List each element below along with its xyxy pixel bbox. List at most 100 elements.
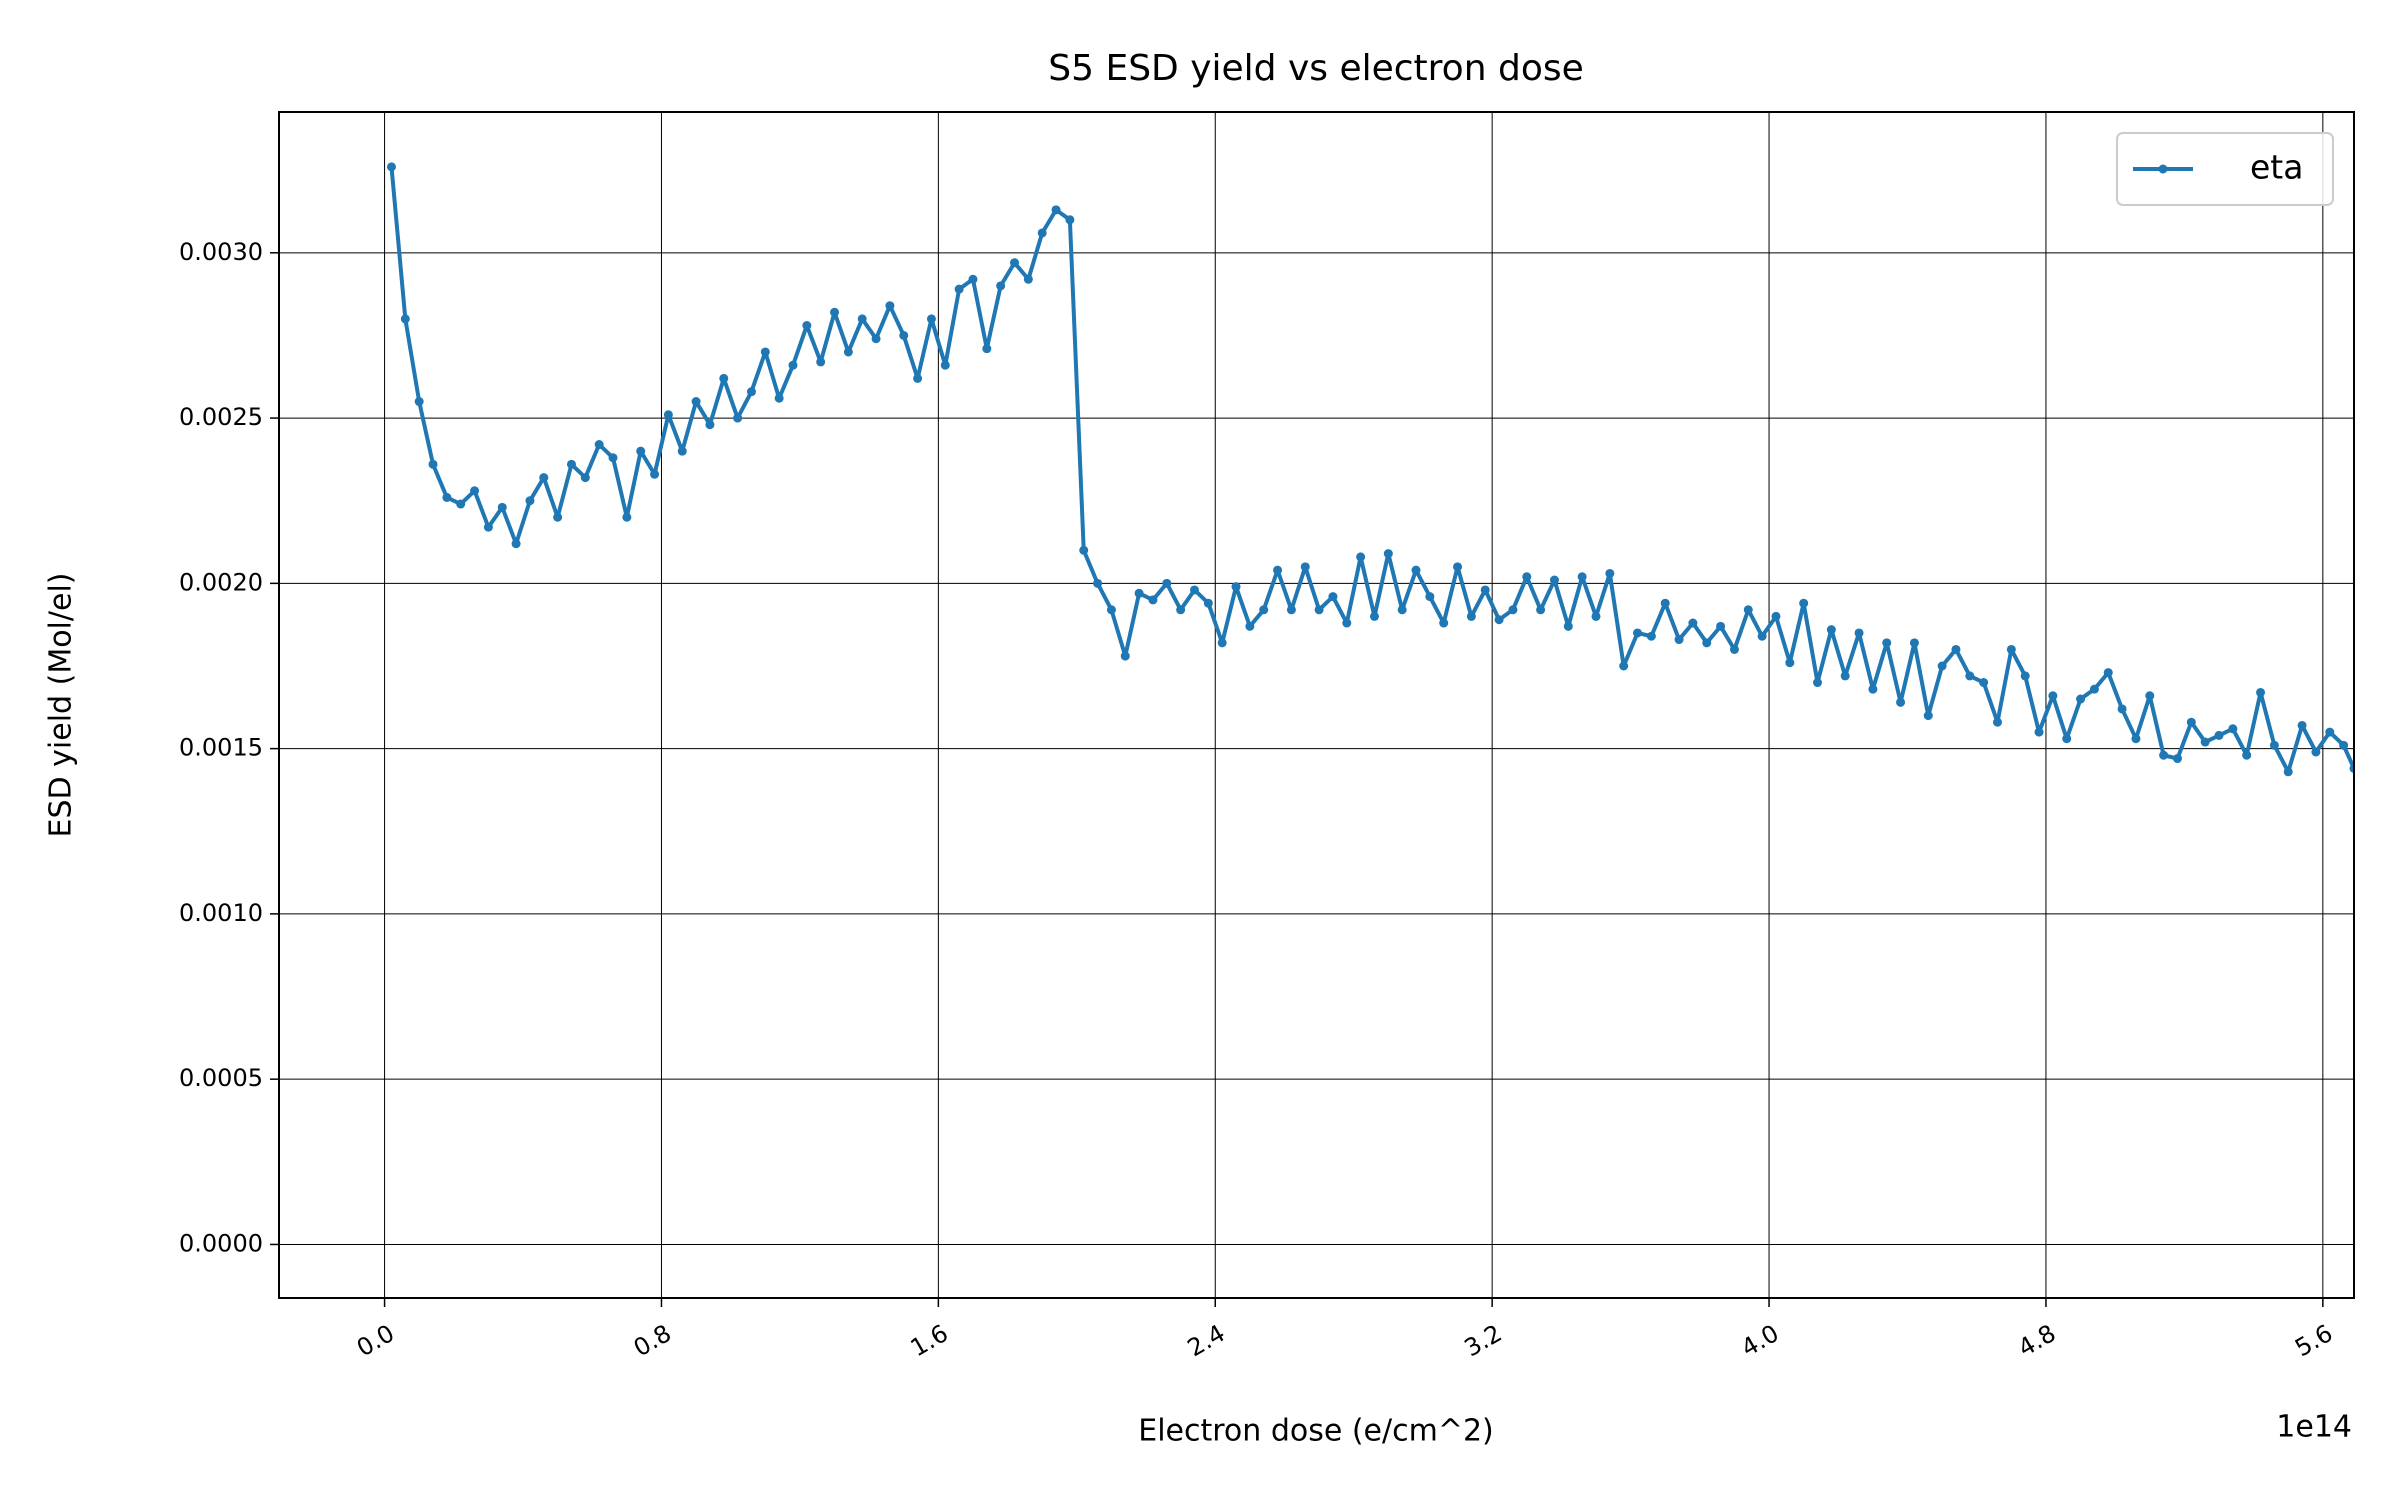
data-point <box>1120 651 1130 661</box>
data-point <box>497 502 507 512</box>
data-point <box>1702 638 1712 648</box>
data-point <box>871 334 881 344</box>
data-point <box>2269 740 2279 750</box>
data-point <box>1619 661 1629 671</box>
data-point <box>1010 258 1020 268</box>
data-point <box>1383 549 1393 559</box>
data-point <box>428 459 438 469</box>
data-point <box>677 446 687 456</box>
data-point <box>1037 228 1047 238</box>
data-point <box>1591 611 1601 621</box>
data-point <box>2131 734 2141 744</box>
y-tick-label: 0.0030 <box>179 238 263 266</box>
data-point <box>2297 720 2307 730</box>
data-point <box>733 413 743 423</box>
data-point <box>1937 661 1947 671</box>
data-point <box>2062 734 2072 744</box>
data-point <box>2242 750 2252 760</box>
data-point <box>2256 687 2266 697</box>
data-point <box>1605 568 1615 578</box>
data-point <box>1508 605 1518 615</box>
data-point <box>1369 611 1379 621</box>
data-point <box>2214 730 2224 740</box>
data-point <box>1688 618 1698 628</box>
data-point <box>2089 684 2099 694</box>
data-point <box>1799 598 1809 608</box>
data-point <box>1314 605 1324 615</box>
y-tick-label: 0.0015 <box>179 734 263 762</box>
data-point <box>1536 605 1546 615</box>
y-tick-label: 0.0025 <box>179 403 263 431</box>
data-point <box>1093 578 1103 588</box>
data-point <box>663 410 673 420</box>
data-point <box>1771 611 1781 621</box>
data-point <box>650 469 660 479</box>
data-point <box>622 512 632 522</box>
grid <box>279 112 2354 1298</box>
data-point <box>566 459 576 469</box>
y-tick-label: 0.0010 <box>179 899 263 927</box>
data-point <box>1813 678 1823 688</box>
data-point <box>1854 628 1864 638</box>
data-point <box>1674 635 1684 645</box>
data-point <box>1743 605 1753 615</box>
legend-box <box>2116 132 2334 206</box>
data-point <box>1106 605 1116 615</box>
data-point <box>885 301 895 311</box>
data-point <box>1397 605 1407 615</box>
data-point <box>816 357 826 367</box>
data-point <box>456 499 466 509</box>
data-point <box>1549 575 1559 585</box>
data-point <box>1176 605 1186 615</box>
data-point <box>1328 592 1338 602</box>
data-point <box>2034 727 2044 737</box>
data-point <box>857 314 867 324</box>
data-point <box>1245 621 1255 631</box>
y-tick-label: 0.0000 <box>179 1229 263 1257</box>
data-point <box>1162 578 1172 588</box>
y-axis-label: ESD yield (Mol/el) <box>44 573 79 838</box>
data-point <box>1273 565 1283 575</box>
data-point <box>1909 638 1919 648</box>
data-point <box>1840 671 1850 681</box>
data-point <box>1923 711 1933 721</box>
data-point <box>594 440 604 450</box>
data-point <box>2200 737 2210 747</box>
x-axis-label: Electron dose (e/cm^2) <box>1138 1414 1494 1449</box>
data-point <box>400 314 410 324</box>
data-point <box>1716 621 1726 631</box>
data-point <box>1633 628 1643 638</box>
data-point <box>636 446 646 456</box>
data-point <box>2076 694 2086 704</box>
data-point <box>899 330 909 340</box>
data-point <box>1480 585 1490 595</box>
data-point <box>580 473 590 483</box>
data-point <box>1356 552 1366 562</box>
data-point <box>1342 618 1352 628</box>
data-point <box>940 360 950 370</box>
data-point <box>2325 727 2335 737</box>
data-point <box>525 496 535 506</box>
data-point <box>2283 767 2293 777</box>
data-point <box>954 284 964 294</box>
data-point <box>1231 582 1241 592</box>
data-point <box>1148 595 1158 605</box>
legend: eta <box>2116 132 2334 206</box>
data-point <box>1259 605 1269 615</box>
data-point <box>1023 274 1033 284</box>
data-point <box>1286 605 1296 615</box>
data-point <box>788 360 798 370</box>
data-point <box>1826 625 1836 635</box>
data-point <box>1217 638 1227 648</box>
data-point <box>1189 585 1199 595</box>
data-point <box>511 539 521 549</box>
data-point <box>746 387 756 397</box>
data-point <box>1411 565 1421 575</box>
data-point <box>539 473 549 483</box>
plot-area <box>386 162 2354 777</box>
data-point <box>1051 205 1061 215</box>
data-point <box>774 393 784 403</box>
data-point <box>1785 658 1795 668</box>
